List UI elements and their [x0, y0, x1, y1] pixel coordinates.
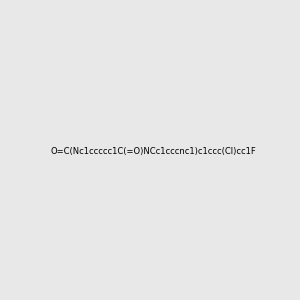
Text: O=C(Nc1ccccc1C(=O)NCc1cccnc1)c1ccc(Cl)cc1F: O=C(Nc1ccccc1C(=O)NCc1cccnc1)c1ccc(Cl)cc… — [51, 147, 256, 156]
